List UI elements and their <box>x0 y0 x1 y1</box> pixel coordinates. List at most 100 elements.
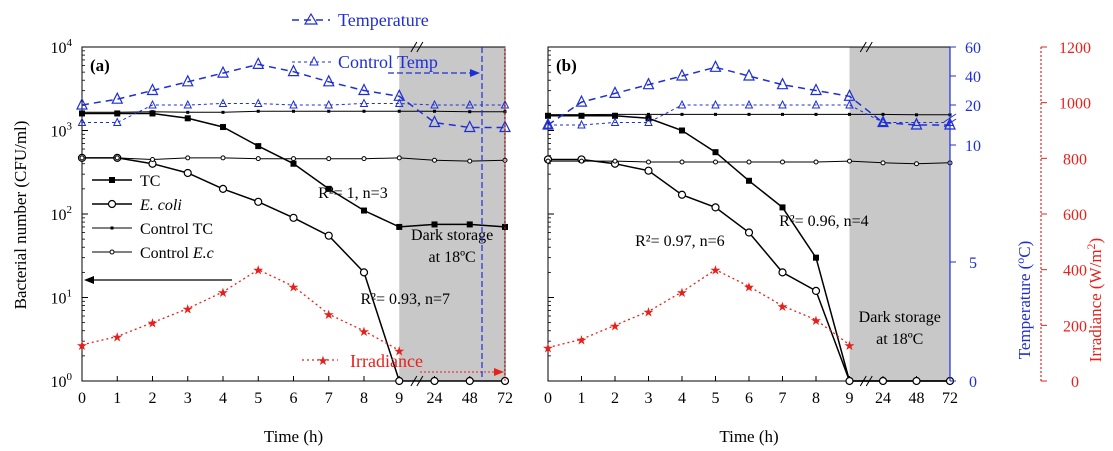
data-point-temperature <box>181 74 194 87</box>
data-point-control-ec <box>847 158 852 164</box>
data-point-temperature <box>111 91 124 104</box>
data-point-temperature <box>642 77 655 90</box>
data-point-ecoli <box>324 231 333 240</box>
data-point-control-ec <box>114 155 120 161</box>
data-point-control-temp <box>112 117 122 126</box>
data-point-temperature <box>358 83 370 96</box>
data-point-tc <box>712 149 719 156</box>
temperature-tick-label: 0 <box>969 374 977 391</box>
irradiance-tick-label: 0 <box>1071 374 1079 391</box>
data-point-irradiance: ★ <box>777 299 789 314</box>
data-point-irradiance: ★ <box>182 302 194 317</box>
data-point-control-ec <box>612 158 618 164</box>
data-point-control-tc <box>747 112 751 116</box>
data-point-control-ec <box>396 155 402 161</box>
y-tick-label: 104 <box>51 37 73 57</box>
data-point-tc <box>220 124 226 131</box>
data-point-temperature <box>709 59 722 72</box>
data-point-control-temp <box>778 99 787 109</box>
data-point-control-temp <box>183 99 193 109</box>
dark-storage-shade <box>849 47 950 381</box>
square-marker-icon <box>109 177 115 183</box>
data-point-control-tc <box>915 113 918 117</box>
data-point-control-temp <box>610 117 620 126</box>
data-point-irradiance: ★ <box>844 338 856 353</box>
data-point-control-temp <box>878 117 888 126</box>
data-point-control-tc <box>151 110 154 114</box>
data-point-ecoli <box>811 286 821 295</box>
data-point-control-temp <box>744 99 754 109</box>
data-point-ecoli <box>778 268 787 277</box>
data-point-control-temp <box>148 99 157 109</box>
legend-control-ec-label: Control E.c <box>140 245 214 262</box>
data-point-ecoli <box>359 268 369 277</box>
data-point-control-tc <box>256 109 260 113</box>
data-point-ecoli <box>183 168 192 178</box>
data-point-ecoli <box>677 190 687 199</box>
data-point-control-temp <box>912 117 921 126</box>
data-point-tc <box>396 223 403 230</box>
data-point-control-tc <box>292 109 295 113</box>
data-point-control-tc <box>781 112 784 116</box>
data-point-irradiance: ★ <box>76 338 88 353</box>
data-point-control-ec <box>545 158 551 164</box>
r-squared-annotation: R²= 1, n=3 <box>318 185 388 202</box>
legend-irradiance-label: Irradiance <box>350 351 423 371</box>
arrow-head-icon <box>470 69 480 77</box>
data-point-ecoli <box>644 166 653 175</box>
data-point-temperature <box>575 94 588 107</box>
data-point-control-temp <box>465 99 475 109</box>
data-point-tc <box>466 221 473 228</box>
legend-control-temp: Control Temp <box>292 52 438 72</box>
y-axis-title-temperature: Temperature (oC) <box>1013 241 1034 360</box>
data-point-control-ec <box>914 161 919 167</box>
x-tick-label: 2 <box>149 390 157 407</box>
data-point-ecoli <box>912 376 921 386</box>
data-point-temperature <box>252 57 265 70</box>
irradiance-tick-label: 200 <box>1063 318 1087 335</box>
data-point-temperature <box>463 120 476 133</box>
series-line-control-temp <box>82 103 505 123</box>
data-point-irradiance: ★ <box>358 324 370 339</box>
data-point-control-ec <box>150 156 155 162</box>
data-point-control-tc <box>680 112 684 116</box>
x-tick-label: 7 <box>779 390 787 407</box>
data-point-control-ec <box>432 157 437 163</box>
data-point-control-tc <box>115 110 119 114</box>
x-tick-label: 0 <box>78 390 86 407</box>
data-point-control-temp <box>394 98 404 108</box>
y-axis-title-irradiance: Irradiance (W/m2) <box>1084 238 1105 362</box>
data-point-temperature <box>877 115 889 128</box>
data-point-control-temp <box>359 98 369 108</box>
x-tick-label: 72 <box>942 390 958 407</box>
star-marker-icon: ★ <box>317 353 329 368</box>
data-point-temperature <box>810 83 822 96</box>
data-point-irradiance: ★ <box>576 332 588 347</box>
axis-break <box>416 41 424 53</box>
data-point-temperature <box>776 77 789 90</box>
data-point-control-ec <box>813 159 819 165</box>
data-point-control-tc <box>613 112 617 116</box>
panel-label: (b) <box>556 56 577 75</box>
data-point-irradiance: ★ <box>810 313 822 328</box>
data-point-ecoli <box>744 228 754 237</box>
data-point-tc <box>149 110 156 117</box>
data-point-control-ec <box>255 156 261 162</box>
x-tick-label: 5 <box>712 390 720 407</box>
temperature-tick-label: 20 <box>965 98 981 115</box>
axis-break <box>943 118 957 128</box>
x-tick-label: 7 <box>325 390 333 407</box>
data-point-control-ec <box>326 156 332 162</box>
data-point-ecoli <box>845 376 854 386</box>
data-point-control-ec <box>79 155 85 161</box>
data-point-control-ec <box>646 159 651 165</box>
data-point-control-temp <box>324 99 334 109</box>
data-point-control-tc <box>647 112 650 116</box>
dark-storage-label: at 18ºC <box>429 249 476 266</box>
legend-temperature-label: Temperature <box>338 10 429 30</box>
data-point-control-temp <box>289 99 298 109</box>
temperature-tick-label: 10 <box>965 138 981 155</box>
axis-break <box>410 41 418 53</box>
data-point-temperature <box>76 97 88 110</box>
data-point-ecoli <box>395 376 404 386</box>
